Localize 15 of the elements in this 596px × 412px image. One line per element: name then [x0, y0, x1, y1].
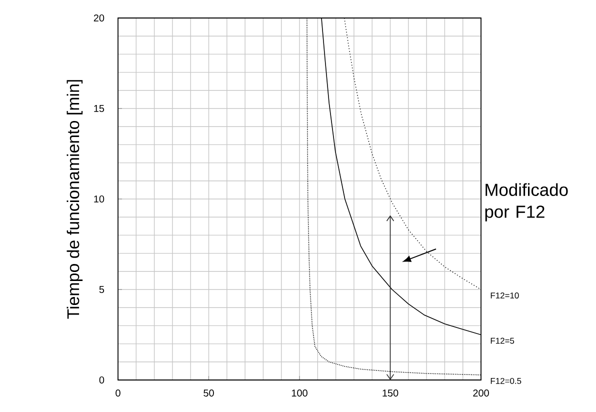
y-tick-label: 0	[99, 376, 104, 384]
y-tick-label: 20	[94, 14, 104, 22]
y-tick-label: 5	[99, 286, 104, 293]
y-tick-label: 15	[94, 105, 104, 112]
text: Modificado por F12	[485, 183, 568, 222]
series-label: F12=5	[490, 338, 514, 344]
x-tick-label: 0	[116, 390, 120, 397]
y-axis-title: Tiempo de funcionamiento [min]	[66, 80, 83, 319]
series-label: F12=10	[490, 292, 519, 298]
y-tick-label: 10	[94, 195, 104, 203]
x-tick-label: 100	[292, 390, 308, 397]
x-tick-label: 150	[382, 390, 398, 397]
x-tick-label: 200	[473, 390, 489, 397]
series-label: F12=0.5	[490, 378, 522, 384]
x-tick-label: 50	[204, 390, 214, 397]
